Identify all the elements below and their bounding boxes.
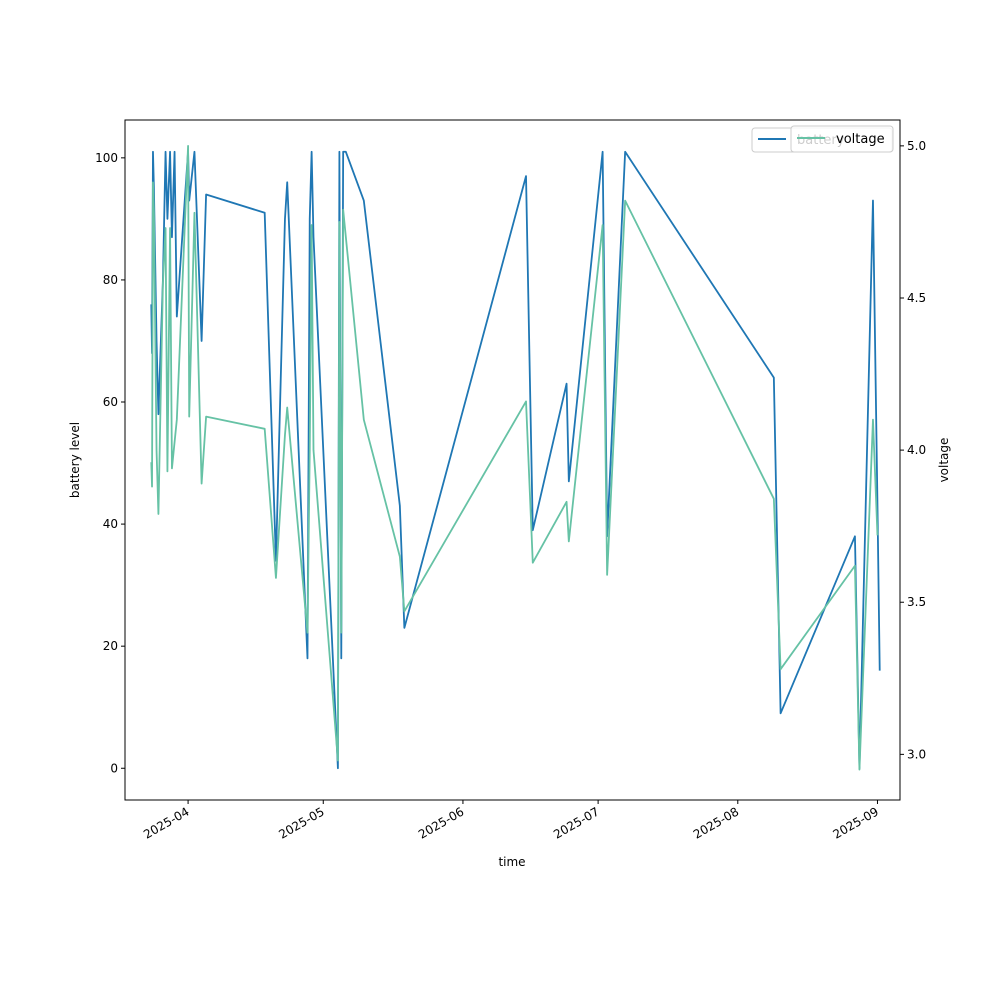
series-line-battery: [150, 150, 881, 770]
y-tick-label: 0: [110, 761, 118, 775]
y2-tick-label: 5.0: [907, 139, 926, 153]
y2-tick-label: 3.0: [907, 747, 926, 761]
x-axis-title: time: [498, 855, 525, 869]
y2-tick-label: 4.5: [907, 291, 926, 305]
y-tick-label: 60: [103, 395, 118, 409]
y-tick-label: 20: [103, 639, 118, 653]
series-line-voltage: [150, 144, 879, 771]
legend: batteryvoltage: [751, 125, 894, 153]
y-tick-label: 40: [103, 517, 118, 531]
plot-area: [150, 144, 881, 771]
y-tick-label: 80: [103, 273, 118, 287]
y2-tick-label: 4.0: [907, 443, 926, 457]
y2-axis-title: voltage: [937, 438, 951, 483]
plot-frame: [124, 119, 901, 801]
legend-box-voltage: [790, 125, 894, 153]
legend-label-voltage: voltage: [836, 132, 885, 147]
y2-tick-label: 3.5: [907, 595, 926, 609]
y-tick-label: 100: [95, 151, 118, 165]
y-axis-title: battery level: [68, 422, 82, 498]
